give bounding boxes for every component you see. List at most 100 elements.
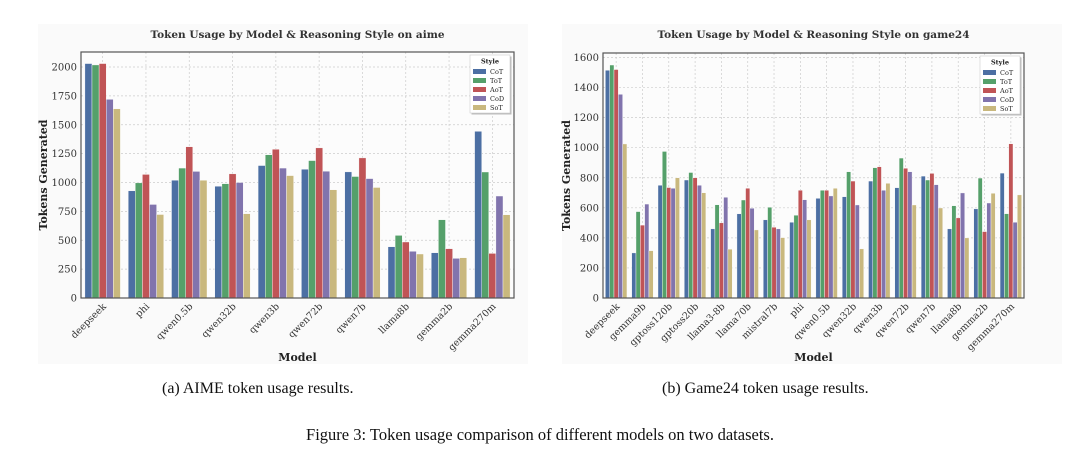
bar-aot <box>228 173 237 299</box>
bar-cot <box>973 208 979 299</box>
bar-cod <box>670 188 676 299</box>
legend-swatch-sot <box>983 106 996 111</box>
bar-aot <box>315 147 323 299</box>
legend-swatch-tot <box>473 78 486 83</box>
y-tick-label: 1600 <box>574 53 599 64</box>
bar-tot <box>793 214 799 299</box>
bar-aot <box>719 222 724 299</box>
legend-swatch-aot <box>473 87 486 92</box>
bar-sot <box>199 179 208 299</box>
bar-tot <box>977 177 983 299</box>
legend-swatch-aot <box>983 88 996 93</box>
y-tick-label: 600 <box>580 203 599 214</box>
bar-aot <box>666 187 672 299</box>
bar-cot <box>684 179 689 299</box>
y-tick-label: 1750 <box>52 91 77 102</box>
bar-tot <box>221 183 230 299</box>
bar-sot <box>675 177 680 299</box>
chart-title: Token Usage by Model & Reasoning Style o… <box>657 29 969 41</box>
bar-aot <box>98 63 107 299</box>
bar-sot <box>156 214 164 299</box>
bar-aot <box>613 69 619 299</box>
bar-cod <box>986 202 992 299</box>
bar-cot <box>631 252 637 299</box>
bar-cot <box>605 70 610 299</box>
legend-swatch-cot <box>983 70 996 75</box>
bar-cod <box>723 197 729 299</box>
legend-swatch-tot <box>983 79 996 84</box>
bar-tot <box>1004 213 1009 299</box>
legend-title: Style <box>481 58 499 66</box>
legend-swatch-cot <box>473 69 486 74</box>
bar-cot <box>301 169 309 299</box>
bar-tot <box>481 171 489 299</box>
bar-aot <box>797 190 803 299</box>
bar-aot <box>903 168 908 299</box>
bar-aot <box>445 248 453 299</box>
bar-sot <box>885 183 891 299</box>
bar-sot <box>113 108 121 299</box>
bar-cot <box>214 186 223 299</box>
bar-cod <box>828 195 834 299</box>
y-tick-label: 1250 <box>52 149 77 160</box>
bar-sot <box>416 253 424 299</box>
bar-cot <box>257 165 266 299</box>
bar-tot <box>351 176 360 299</box>
bar-cod <box>697 185 702 299</box>
bar-cot <box>171 179 179 299</box>
bar-tot <box>91 64 100 299</box>
bar-cot <box>894 187 900 299</box>
bar-cod <box>149 204 157 299</box>
bar-cot <box>84 63 93 299</box>
bar-cot <box>127 190 136 299</box>
chart-aime: Token Usage by Model & Reasoning Style o… <box>0 0 540 370</box>
bar-cot <box>344 171 352 299</box>
bar-tot <box>951 205 957 299</box>
chart-aime-svg: Token Usage by Model & Reasoning Style o… <box>37 24 528 364</box>
legend-label-cot: CoT <box>1000 69 1014 77</box>
bar-tot <box>846 171 852 299</box>
y-tick-label: 2000 <box>52 63 77 74</box>
bar-tot <box>714 204 720 299</box>
bar-tot <box>609 64 615 299</box>
bar-aot <box>1008 143 1014 299</box>
legend-title: Style <box>991 59 1009 67</box>
bar-cot <box>710 228 716 299</box>
figure-caption: Figure 3: Token usage comparison of diff… <box>306 425 774 444</box>
x-axis-label: Model <box>794 351 832 364</box>
bar-sot <box>701 192 707 299</box>
bar-cod <box>960 192 965 299</box>
legend-label-aot: AoT <box>489 86 504 94</box>
legend-label-aot: AoT <box>999 87 1014 95</box>
bar-sot <box>286 175 294 299</box>
bar-cot <box>763 219 768 299</box>
bar-cot <box>841 196 847 299</box>
bar-tot <box>819 190 825 299</box>
bar-tot <box>635 211 641 299</box>
bar-cot <box>736 213 742 299</box>
bar-cot <box>868 180 874 299</box>
legend-label-tot: ToT <box>1000 78 1013 86</box>
bar-aot <box>185 146 194 299</box>
bar-tot <box>264 154 273 299</box>
bar-cod <box>192 171 201 299</box>
bar-aot <box>358 157 367 299</box>
bar-cod <box>235 182 244 299</box>
bar-tot <box>394 235 403 299</box>
bar-cod <box>495 195 504 299</box>
bar-sot <box>648 250 654 299</box>
bar-cot <box>431 252 439 299</box>
legend-swatch-sot <box>473 105 486 110</box>
bar-tot <box>308 160 316 299</box>
y-tick-label: 250 <box>58 265 77 276</box>
bar-cod <box>881 190 886 299</box>
legend-label-cod: CoD <box>490 95 504 103</box>
bar-cot <box>999 172 1005 299</box>
bar-cod <box>907 171 913 299</box>
bar-cod <box>618 94 623 299</box>
legend-label-sot: SoT <box>1000 105 1013 113</box>
y-tick-label: 800 <box>580 173 599 184</box>
bar-aot <box>929 173 935 299</box>
bar-tot <box>135 182 143 299</box>
bar-cot <box>947 228 952 299</box>
